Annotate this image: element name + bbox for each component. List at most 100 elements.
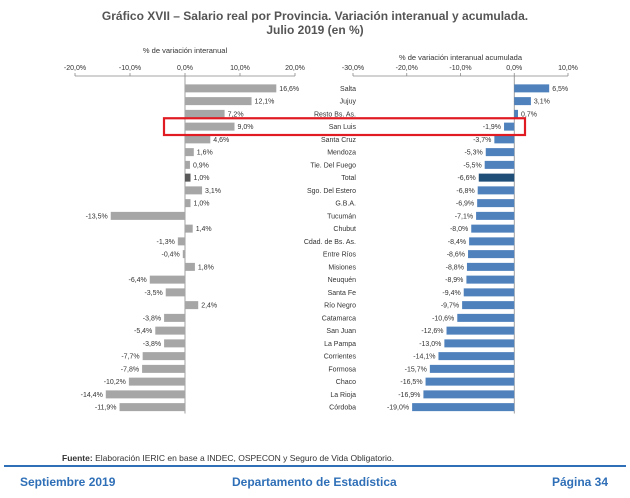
right-bar — [412, 403, 515, 412]
chart-title-line1: Gráfico XVII – Salario real por Provinci… — [101, 9, 529, 23]
left-data-label: -6,4% — [129, 277, 147, 284]
left-bar — [185, 173, 191, 182]
category-label: Jujuy — [340, 99, 357, 106]
category-label: Salta — [340, 86, 356, 93]
left-bar — [185, 135, 211, 144]
left-data-label: -7,8% — [121, 366, 139, 373]
left-data-label: -3,5% — [144, 290, 162, 297]
left-data-label: 9,0% — [238, 124, 254, 131]
left-bar — [185, 97, 252, 106]
left-tick-label: 0,0% — [177, 65, 193, 72]
chart-title-line2: Julio 2019 (en %) — [266, 23, 364, 37]
right-data-label: -8,9% — [445, 277, 463, 284]
right-data-label: 0,7% — [521, 111, 537, 118]
category-label: Entre Ríos — [323, 252, 357, 259]
left-bar — [185, 148, 194, 157]
left-bar — [185, 84, 277, 93]
right-bar — [477, 199, 515, 208]
chart-title: Gráfico XVII – Salario real por Provinci… — [0, 9, 630, 37]
left-bar — [182, 250, 185, 259]
left-bar — [105, 390, 185, 399]
left-bar — [185, 160, 190, 169]
right-data-label: -19,0% — [387, 405, 409, 412]
left-bar — [185, 186, 203, 195]
right-bar — [423, 390, 515, 399]
right-data-label: -8,6% — [447, 252, 465, 259]
left-data-label: 3,1% — [205, 188, 221, 195]
left-bar — [110, 211, 185, 220]
right-data-label: 6,5% — [552, 86, 568, 93]
right-data-label: -13,0% — [419, 341, 441, 348]
footer-department: Departamento de Estadística — [232, 475, 397, 489]
right-bar — [478, 173, 515, 182]
left-data-label: -3,8% — [143, 341, 161, 348]
left-bar — [185, 109, 225, 118]
category-label: Formosa — [328, 366, 356, 373]
right-data-label: -16,5% — [400, 379, 422, 386]
right-bar — [514, 97, 531, 106]
right-bar — [484, 160, 515, 169]
source-note: Fuente: Elaboración IERIC en base a INDE… — [62, 453, 394, 463]
right-tick-label: -30,0% — [342, 65, 364, 72]
left-bar — [185, 301, 199, 310]
category-label: Resto Bs. As. — [314, 111, 356, 118]
right-data-label: -10,6% — [432, 315, 454, 322]
right-data-label: -6,6% — [457, 175, 475, 182]
right-data-label: -7,1% — [455, 213, 473, 220]
right-data-label: -12,6% — [421, 328, 443, 335]
right-data-label: -3,7% — [473, 137, 491, 144]
category-label: Mendoza — [327, 150, 356, 157]
left-bar — [185, 199, 191, 208]
right-tick-label: 10,0% — [558, 65, 578, 72]
left-bar — [149, 275, 185, 284]
right-data-label: -8,8% — [446, 264, 464, 271]
right-bar — [471, 224, 515, 233]
right-bar — [425, 377, 515, 386]
category-label: La Rioja — [330, 392, 356, 399]
right-data-label: -15,7% — [405, 366, 427, 373]
right-tick-label: -20,0% — [396, 65, 418, 72]
left-data-label: 1,8% — [198, 264, 214, 271]
footer-page-number: Página 34 — [552, 475, 609, 489]
category-label: Santa Fe — [328, 290, 357, 297]
right-data-label: -16,9% — [398, 392, 420, 399]
category-label: Córdoba — [329, 405, 356, 412]
category-label: Corrientes — [324, 354, 357, 361]
left-tick-label: -20,0% — [64, 65, 86, 72]
left-bar — [142, 364, 185, 373]
left-tick-label: 20,0% — [285, 65, 305, 72]
left-bar — [185, 224, 193, 233]
left-data-label: 4,6% — [213, 137, 229, 144]
left-data-label: -10,2% — [104, 379, 126, 386]
right-data-label: -9,4% — [442, 290, 460, 297]
footer-date: Septiembre 2019 — [20, 475, 116, 489]
right-data-label: -6,8% — [456, 188, 474, 195]
right-data-label: -9,7% — [441, 303, 459, 310]
left-bar — [164, 339, 185, 348]
right-bar — [494, 135, 515, 144]
category-label: Tucumán — [327, 213, 356, 220]
left-bar — [185, 262, 195, 271]
left-bar — [177, 237, 185, 246]
left-data-label: -11,9% — [95, 405, 117, 412]
left-data-label: 0,9% — [193, 162, 209, 169]
left-data-label: -0,4% — [162, 252, 180, 259]
left-data-label: -1,3% — [157, 239, 175, 246]
right-bar — [463, 288, 515, 297]
left-data-label: 1,6% — [197, 150, 213, 157]
left-data-label: -3,8% — [143, 315, 161, 322]
right-bar — [477, 186, 515, 195]
left-bar — [119, 403, 185, 412]
left-bar — [165, 288, 185, 297]
left-data-label: 1,0% — [194, 201, 210, 208]
category-label: Río Negro — [324, 303, 356, 310]
right-bar — [438, 352, 515, 361]
category-label: Chaco — [336, 379, 356, 386]
category-label: San Juan — [326, 328, 356, 335]
category-label: Total — [341, 175, 356, 182]
right-data-label: 3,1% — [534, 99, 550, 106]
source-prefix: Fuente: — [62, 453, 93, 463]
right-axis-title: % de variación interanual acumulada — [399, 53, 523, 62]
category-label: Misiones — [328, 264, 356, 271]
right-bar — [466, 275, 515, 284]
